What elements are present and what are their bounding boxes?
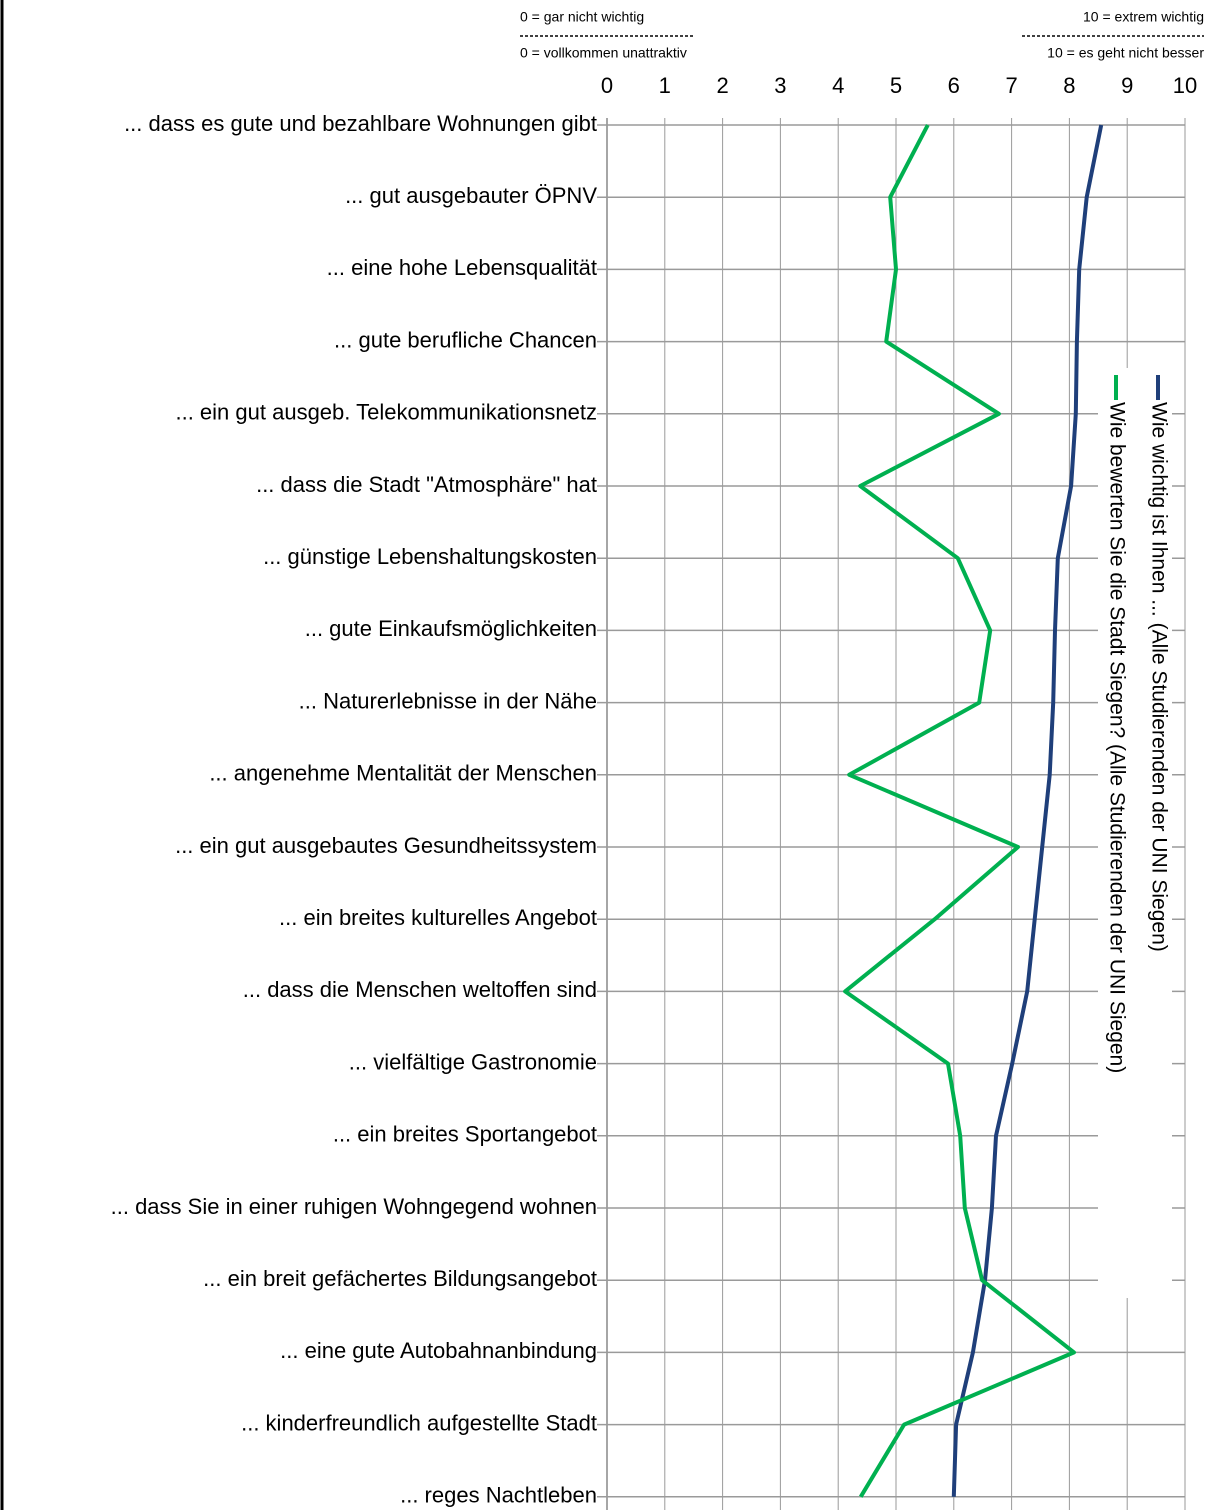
scale-note: 10 = es geht nicht besser bbox=[1047, 45, 1204, 61]
y-tick-label: ... ein gut ausgebautes Gesundheitssyste… bbox=[175, 833, 597, 858]
legend-label: Wie wichtig ist Ihnen ... (Alle Studiere… bbox=[1147, 402, 1170, 952]
series-line bbox=[951, 124, 1104, 1497]
scale-note: 0 = gar nicht wichtig bbox=[520, 9, 644, 25]
y-tick-label: ... dass Sie in einer ruhigen Wohngegend… bbox=[111, 1194, 597, 1219]
y-tick-label: ... kinderfreundlich aufgestellte Stadt bbox=[241, 1410, 597, 1435]
y-tick-label: ... gute Einkaufsmöglichkeiten bbox=[305, 616, 597, 641]
y-tick-label: ... gut ausgebauter ÖPNV bbox=[345, 183, 597, 208]
x-tick-label: 8 bbox=[1063, 73, 1075, 98]
y-tick-label: ... dass die Menschen weltoffen sind bbox=[243, 977, 597, 1002]
legend-box bbox=[1098, 368, 1172, 1298]
scale-note: 0 = vollkommen unattraktiv bbox=[520, 45, 687, 61]
y-tick-label: ... eine hohe Lebensqualität bbox=[327, 255, 597, 280]
y-tick-label: ... ein gut ausgeb. Telekommunikationsne… bbox=[175, 400, 597, 425]
y-tick-label: ... ein breites kulturelles Angebot bbox=[279, 905, 597, 930]
y-tick-label: ... ein breit gefächertes Bildungsangebo… bbox=[203, 1266, 597, 1291]
series-line bbox=[843, 124, 1076, 1498]
x-tick-label: 10 bbox=[1173, 73, 1197, 98]
y-tick-label: ... günstige Lebenshaltungskosten bbox=[263, 544, 597, 569]
y-tick-label: ... Naturerlebnisse in der Nähe bbox=[299, 688, 597, 713]
x-tick-label: 3 bbox=[774, 73, 786, 98]
scale-note: 10 = extrem wichtig bbox=[1083, 9, 1204, 25]
x-tick-label: 1 bbox=[659, 73, 671, 98]
y-tick-label: ... angenehme Mentalität der Menschen bbox=[209, 761, 597, 786]
y-tick-label: ... ein breites Sportangebot bbox=[333, 1122, 597, 1147]
x-tick-label: 6 bbox=[948, 73, 960, 98]
y-tick-label: ... dass die Stadt "Atmosphäre" hat bbox=[256, 472, 597, 497]
y-tick-label: ... gute berufliche Chancen bbox=[334, 327, 597, 352]
y-tick-label: ... reges Nachtleben bbox=[400, 1483, 597, 1508]
x-tick-label: 2 bbox=[716, 73, 728, 98]
x-tick-label: 5 bbox=[890, 73, 902, 98]
x-tick-label: 7 bbox=[1005, 73, 1017, 98]
y-tick-label: ... dass es gute und bezahlbare Wohnunge… bbox=[124, 111, 597, 136]
x-tick-label: 0 bbox=[601, 73, 613, 98]
y-tick-label: ... vielfältige Gastronomie bbox=[349, 1049, 597, 1074]
y-tick-label: ... eine gute Autobahnanbindung bbox=[280, 1338, 597, 1363]
legend-label: Wie bewerten Sie die Stadt Siegen? (Alle… bbox=[1105, 402, 1128, 1073]
x-tick-label: 4 bbox=[832, 73, 844, 98]
x-tick-label: 9 bbox=[1121, 73, 1133, 98]
